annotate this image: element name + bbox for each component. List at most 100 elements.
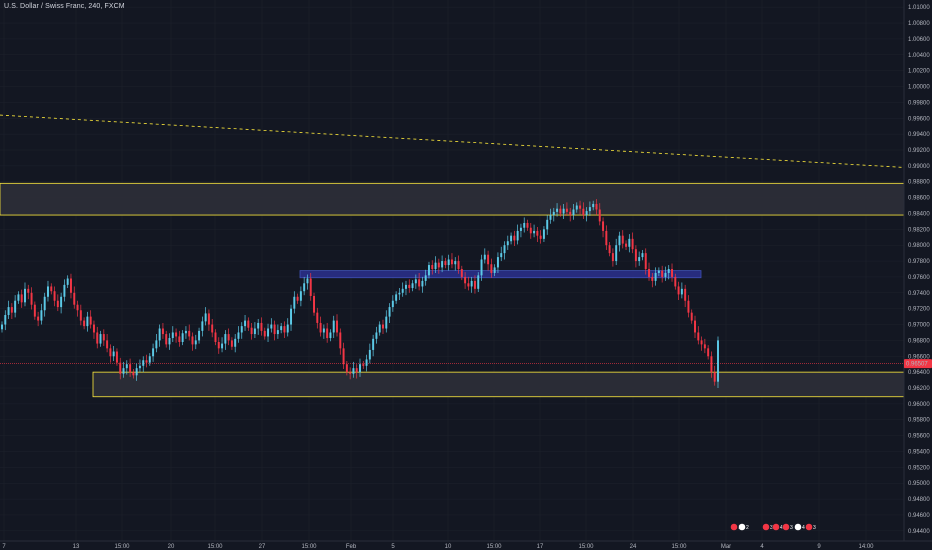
candle-body bbox=[152, 348, 155, 357]
candle-body bbox=[299, 291, 302, 301]
zones-layer bbox=[0, 182, 905, 398]
candle-body bbox=[437, 262, 440, 268]
event-marker[interactable]: 4 bbox=[794, 523, 805, 531]
zone-support[interactable] bbox=[92, 371, 905, 398]
candle-body bbox=[411, 283, 414, 289]
candle-body bbox=[359, 364, 361, 373]
time-label: 20 bbox=[168, 544, 175, 550]
candle-body bbox=[500, 253, 503, 258]
candle-body bbox=[444, 261, 447, 266]
candle-body bbox=[112, 351, 115, 357]
candle-body bbox=[280, 326, 283, 331]
current-price-label: 0.96507 bbox=[906, 362, 928, 368]
trendline[interactable] bbox=[0, 114, 905, 168]
price-label: 1.01000 bbox=[908, 5, 930, 11]
candle-body bbox=[454, 261, 457, 265]
candle-body bbox=[336, 320, 338, 333]
candle-body bbox=[267, 328, 270, 337]
candle-body bbox=[214, 332, 217, 342]
candle-body bbox=[273, 324, 276, 335]
candle-body bbox=[707, 348, 710, 357]
time-label: 9 bbox=[817, 544, 821, 550]
candle-body bbox=[50, 286, 53, 292]
candle-body bbox=[671, 269, 674, 277]
time-label: 24 bbox=[630, 544, 637, 550]
candle-body bbox=[519, 227, 522, 231]
candle-body bbox=[211, 324, 214, 333]
candle-body bbox=[257, 322, 260, 329]
candle-body bbox=[506, 241, 509, 246]
candle-body bbox=[207, 313, 210, 325]
candle-body bbox=[326, 328, 329, 339]
candle-body bbox=[414, 279, 417, 284]
events-markers[interactable]: 2234343 bbox=[730, 523, 816, 531]
candle-body bbox=[63, 284, 66, 297]
price-label: 1.00000 bbox=[908, 85, 930, 91]
time-axis[interactable]: 7 13 15:00 20 15:00 27 15:00 Feb 5 10 15:00 17 15:00… bbox=[2, 544, 874, 550]
candle-body bbox=[493, 267, 496, 273]
candle-body bbox=[690, 312, 693, 321]
price-label: 0.94800 bbox=[908, 497, 930, 503]
candle-body bbox=[306, 278, 309, 284]
candle-body bbox=[129, 364, 132, 373]
candle-body bbox=[651, 276, 654, 281]
candle-body bbox=[572, 209, 575, 216]
candle-body bbox=[362, 364, 365, 366]
candle-body bbox=[4, 315, 7, 325]
event-marker[interactable]: 2 bbox=[738, 523, 749, 531]
candle-body bbox=[667, 269, 670, 273]
candle-body bbox=[523, 222, 526, 228]
candle-body bbox=[250, 327, 253, 335]
candle-body bbox=[342, 348, 345, 365]
candle-body bbox=[352, 368, 355, 374]
price-label: 0.99400 bbox=[908, 132, 930, 138]
price-label: 0.98400 bbox=[908, 211, 930, 217]
candle-body bbox=[24, 288, 26, 303]
candle-body bbox=[657, 270, 660, 273]
price-label: 0.97000 bbox=[908, 323, 930, 329]
candle-body bbox=[483, 254, 486, 260]
candle-body bbox=[510, 235, 513, 242]
event-marker[interactable]: 3 bbox=[782, 523, 793, 531]
zone-resistance[interactable] bbox=[0, 182, 905, 216]
price-label: 0.96800 bbox=[908, 338, 930, 344]
time-label: Mar bbox=[721, 544, 731, 550]
chart-title: U.S. Dollar / Swiss Franc, 240, FXCM bbox=[4, 3, 125, 10]
candle-body bbox=[253, 328, 256, 335]
event-marker[interactable]: 3 bbox=[805, 523, 816, 531]
candle-body bbox=[533, 230, 536, 234]
candle-body bbox=[83, 320, 86, 327]
candle-body bbox=[388, 307, 391, 317]
candle-body bbox=[260, 322, 263, 331]
candle-body bbox=[115, 351, 118, 363]
event-icon bbox=[794, 523, 802, 531]
candle-body bbox=[332, 320, 335, 333]
candle-body bbox=[204, 313, 207, 322]
event-marker[interactable]: 4 bbox=[772, 523, 783, 531]
candle-body bbox=[66, 278, 69, 285]
candle-body bbox=[634, 249, 637, 262]
candle-body bbox=[132, 372, 135, 376]
event-count: 4 bbox=[780, 525, 783, 531]
price-axis[interactable]: 1.01000 1.00800 1.00600 1.00400 1.00200 1.000… bbox=[908, 5, 930, 535]
candle-body bbox=[421, 280, 424, 287]
candle-body bbox=[697, 332, 700, 341]
candle-body bbox=[664, 272, 667, 277]
candle-body bbox=[365, 359, 368, 366]
candle-body bbox=[460, 269, 463, 277]
candle-body bbox=[178, 336, 181, 342]
candle-body bbox=[408, 284, 411, 289]
candle-body bbox=[10, 307, 13, 313]
time-label: 14:00 bbox=[858, 544, 874, 550]
candle-body bbox=[263, 330, 266, 337]
price-label: 0.95800 bbox=[908, 418, 930, 424]
candle-body bbox=[194, 340, 197, 345]
candle-body bbox=[17, 294, 20, 301]
candle-body bbox=[398, 292, 401, 295]
zone-middle[interactable] bbox=[299, 270, 702, 279]
candle-body bbox=[608, 245, 611, 254]
candle-body bbox=[496, 257, 499, 268]
candle-body bbox=[43, 296, 46, 311]
event-marker[interactable]: 3 bbox=[762, 523, 773, 531]
